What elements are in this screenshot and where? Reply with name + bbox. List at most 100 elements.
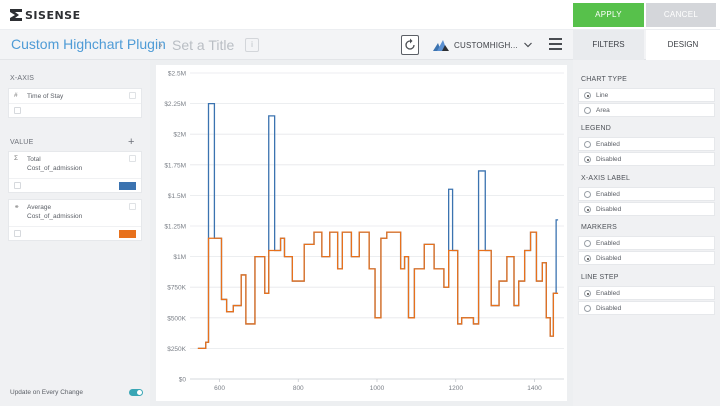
average-type-icon: ⚭ bbox=[14, 204, 20, 211]
sum-type-icon: Σ bbox=[14, 155, 19, 162]
update-on-change-label: Update on Every Change bbox=[10, 389, 83, 396]
x-tick-label: 1200 bbox=[449, 385, 464, 392]
radio-selected-icon[interactable] bbox=[584, 156, 591, 163]
option-label: Enabled bbox=[596, 240, 620, 247]
series-color-swatch-orange[interactable] bbox=[119, 230, 136, 238]
x-tick-label: 1400 bbox=[527, 385, 542, 392]
sisense-logo-mark-icon bbox=[10, 9, 22, 21]
option-label: Disabled bbox=[596, 206, 622, 213]
option-markers-enabled[interactable]: Enabled bbox=[578, 236, 715, 250]
option-line-step-disabled[interactable]: Disabled bbox=[578, 301, 715, 315]
add-value-icon[interactable]: + bbox=[128, 136, 135, 148]
number-type-icon: # bbox=[14, 92, 18, 99]
y-tick-label: $1.25M bbox=[164, 224, 186, 231]
option-legend-disabled[interactable]: Disabled bbox=[578, 152, 715, 166]
cancel-button[interactable]: CANCEL bbox=[646, 3, 716, 27]
option-label: Enabled bbox=[596, 191, 620, 198]
hamburger-menu-icon[interactable] bbox=[549, 38, 562, 50]
section-xaxis-label: X-AXIS LABEL bbox=[581, 175, 631, 182]
value-heading: VALUE bbox=[10, 139, 34, 146]
field-options-icon[interactable] bbox=[129, 92, 136, 99]
radio-selected-icon[interactable] bbox=[584, 92, 591, 99]
option-label: Enabled bbox=[596, 141, 620, 148]
value-field-name: Total Cost_of_admission bbox=[27, 155, 82, 173]
value-field-name-line2: Cost_of_admission bbox=[27, 213, 83, 220]
option-line-step-enabled[interactable]: Enabled bbox=[578, 286, 715, 300]
option-label: Enabled bbox=[596, 290, 620, 297]
series-line-average bbox=[197, 231, 559, 350]
option-xaxis-label-disabled[interactable]: Disabled bbox=[578, 202, 715, 216]
radio-selected-icon[interactable] bbox=[584, 206, 591, 213]
option-label: Disabled bbox=[596, 156, 622, 163]
radio-icon[interactable] bbox=[584, 141, 591, 148]
option-label: Disabled bbox=[596, 305, 622, 312]
radio-icon[interactable] bbox=[584, 107, 591, 114]
y-tick-label: $1.5M bbox=[168, 193, 186, 200]
option-label: Line bbox=[596, 92, 609, 99]
option-label: Disabled bbox=[596, 255, 622, 262]
section-legend: LEGEND bbox=[581, 125, 611, 132]
info-icon[interactable]: i bbox=[245, 38, 259, 52]
tab-design[interactable]: DESIGN bbox=[646, 30, 720, 60]
y-tick-label: $1M bbox=[173, 254, 186, 261]
y-tick-label: $500K bbox=[167, 315, 186, 322]
xaxis-heading: X-AXIS bbox=[10, 75, 35, 82]
option-xaxis-label-enabled[interactable]: Enabled bbox=[578, 187, 715, 201]
chevron-right-icon: › bbox=[158, 36, 163, 52]
chart-type-label: CUSTOMHIGH... bbox=[454, 40, 518, 50]
x-tick-label: 1000 bbox=[370, 385, 385, 392]
chart-card: $0 $250K $500K $750K $1M $1.25M $1.5M $1.75M $2M… bbox=[156, 65, 567, 401]
radio-icon[interactable] bbox=[584, 191, 591, 198]
y-tick-label: $2.25M bbox=[164, 101, 186, 108]
widget-title-bar: Custom Highchart Plugin › i CUSTOMHIGH..… bbox=[0, 30, 720, 60]
tab-filters[interactable]: FILTERS bbox=[573, 30, 644, 60]
logo-text: SISENSE bbox=[25, 8, 81, 22]
xaxis-field-name: Time of Stay bbox=[27, 93, 64, 100]
y-tick-label: $0 bbox=[179, 377, 187, 384]
value-field-card-average[interactable]: ⚭ Average Cost_of_admission bbox=[8, 199, 142, 241]
option-markers-disabled[interactable]: Disabled bbox=[578, 251, 715, 265]
chart-type-dropdown[interactable]: CUSTOMHIGH... bbox=[433, 35, 539, 55]
radio-icon[interactable] bbox=[584, 305, 591, 312]
y-tick-label: $750K bbox=[167, 285, 186, 292]
value-field-name-line1: Average bbox=[27, 204, 52, 211]
y-tick-label: $250K bbox=[167, 346, 186, 353]
section-markers: MARKERS bbox=[581, 224, 618, 231]
value-field-card-total[interactable]: Σ Total Cost_of_admission bbox=[8, 151, 142, 193]
update-on-change-toggle[interactable] bbox=[129, 389, 143, 396]
y-tick-label: $2.5M bbox=[168, 71, 186, 78]
filter-icon[interactable] bbox=[14, 107, 21, 114]
radio-icon[interactable] bbox=[584, 240, 591, 247]
section-chart-type: CHART TYPE bbox=[581, 76, 627, 83]
radio-selected-icon[interactable] bbox=[584, 255, 591, 262]
value-field-name-line2: Cost_of_admission bbox=[27, 165, 83, 172]
x-tick-label: 600 bbox=[214, 385, 225, 392]
option-legend-enabled[interactable]: Enabled bbox=[578, 137, 715, 151]
option-chart-type-line[interactable]: Line bbox=[578, 88, 715, 102]
y-tick-label: $1.75M bbox=[164, 162, 186, 169]
value-field-name: Average Cost_of_admission bbox=[27, 203, 82, 221]
radio-selected-icon[interactable] bbox=[584, 290, 591, 297]
apply-button[interactable]: APPLY bbox=[573, 3, 644, 27]
filter-icon[interactable] bbox=[14, 230, 21, 237]
design-panel: CHART TYPE Line Area LEGEND Enabled Disa… bbox=[573, 60, 720, 406]
highcharts-logo-icon bbox=[433, 40, 449, 51]
refresh-icon bbox=[405, 38, 415, 50]
field-options-icon[interactable] bbox=[129, 203, 136, 210]
export-button[interactable] bbox=[401, 35, 419, 55]
option-label: Area bbox=[596, 107, 610, 114]
filter-icon[interactable] bbox=[14, 182, 21, 189]
top-bar: SISENSE APPLY CANCEL bbox=[0, 0, 720, 30]
x-tick-label: 800 bbox=[293, 385, 304, 392]
option-chart-type-area[interactable]: Area bbox=[578, 103, 715, 117]
series-color-swatch-blue[interactable] bbox=[119, 182, 136, 190]
field-options-icon[interactable] bbox=[129, 155, 136, 162]
widget-subtitle-input[interactable] bbox=[172, 35, 272, 55]
y-tick-label: $2M bbox=[173, 132, 186, 139]
step-line-chart[interactable]: $0 $250K $500K $750K $1M $1.25M $1.5M $1.75M $2M… bbox=[156, 65, 567, 401]
value-field-name-line1: Total bbox=[27, 156, 41, 163]
data-panel: X-AXIS # Time of Stay VALUE + Σ Total Co… bbox=[0, 60, 150, 406]
widget-title[interactable]: Custom Highchart Plugin bbox=[11, 36, 166, 52]
sisense-logo: SISENSE bbox=[10, 8, 81, 22]
xaxis-field-card[interactable]: # Time of Stay bbox=[8, 88, 142, 118]
